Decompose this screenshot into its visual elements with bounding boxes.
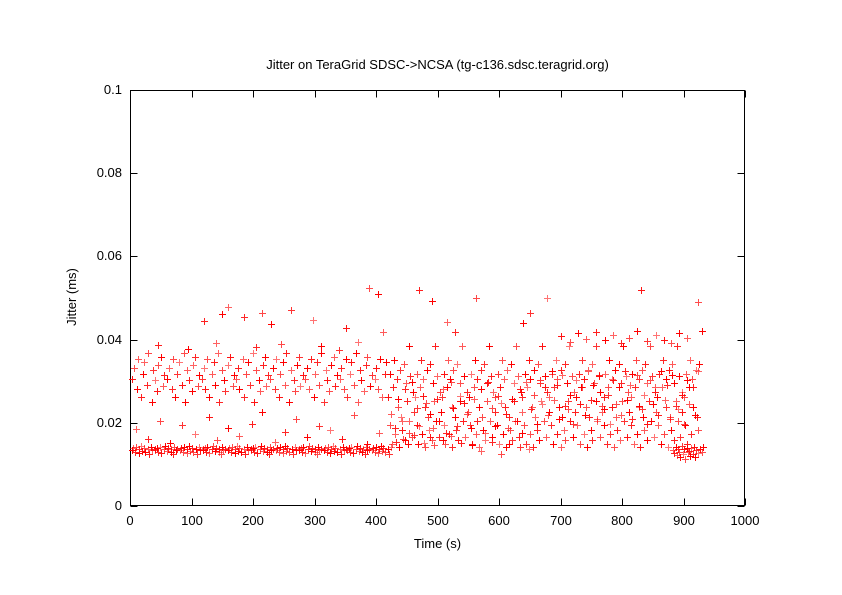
y-tick-label: 0.04 [97,332,122,347]
y-tick-label: 0.08 [97,165,122,180]
scatter-points [129,287,704,457]
x-tick-label: 500 [427,513,449,528]
scatter-points [133,295,698,458]
scatter-points [130,304,702,459]
x-tick-label: 200 [242,513,264,528]
y-tick-label: 0.02 [97,415,122,430]
y-tick-label: 0.06 [97,248,122,263]
x-tick-label: 400 [365,513,387,528]
scatter-points [132,314,697,458]
x-tick-label: 1000 [731,513,760,528]
x-tick-label: 600 [488,513,510,528]
scatter-points [138,295,702,458]
x-axis-label: Time (s) [413,536,462,551]
x-tick-label: 100 [181,513,203,528]
y-tick-label: 0.1 [104,82,122,97]
x-tick-label: 800 [611,513,633,528]
scatter-points [131,285,706,463]
x-tick-label: 900 [673,513,695,528]
scatter-points [138,287,697,458]
scatter-points [136,320,699,461]
x-tick-label: 300 [304,513,326,528]
y-tick-label: 0 [115,498,122,513]
plot-border [130,90,745,506]
x-tick-label: 700 [550,513,572,528]
scatter-points [135,329,693,457]
scatter-points [134,291,707,456]
axis-ticks [130,90,746,507]
chart-title: Jitter on TeraGrid SDSC->NCSA (tg-c136.s… [266,57,609,72]
scatter-points [136,307,700,458]
x-tick-label: 0 [126,513,133,528]
